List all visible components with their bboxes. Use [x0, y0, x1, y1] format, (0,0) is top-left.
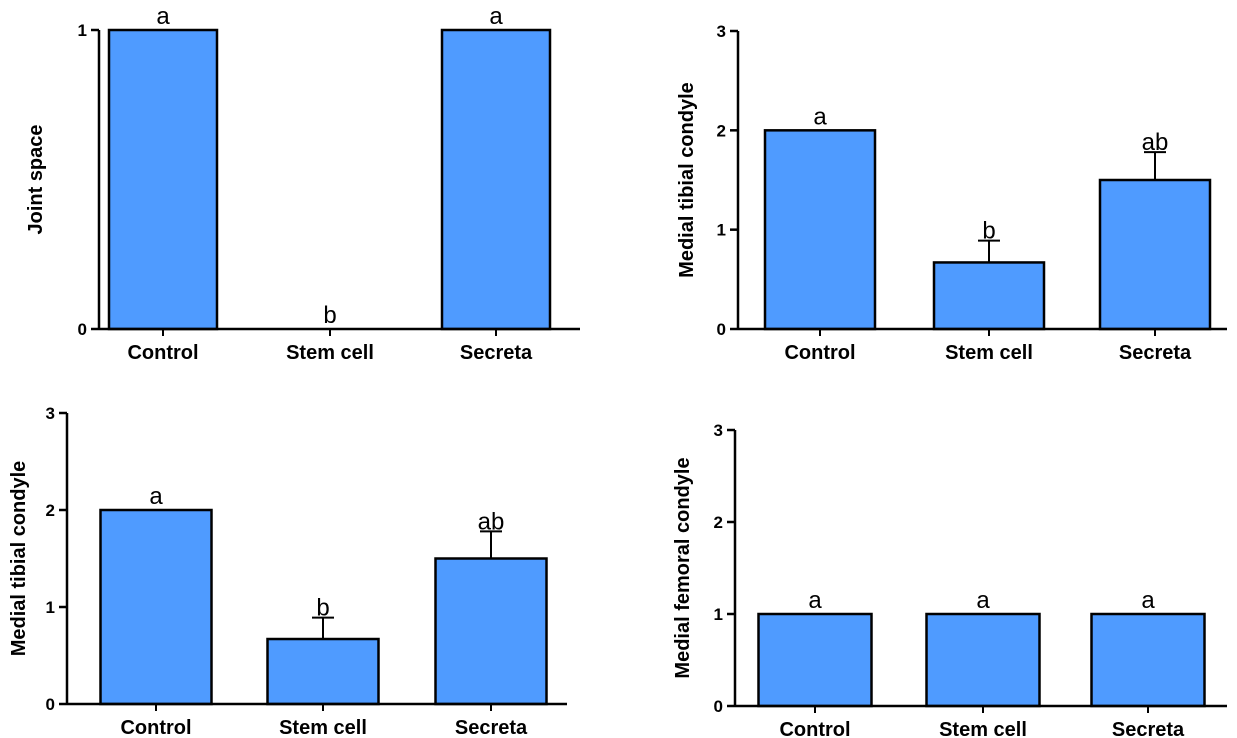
significance-label: a	[1141, 587, 1155, 614]
significance-label: b	[982, 218, 995, 245]
x-tick-label: Stem cell	[939, 719, 1027, 738]
y-tick-label: 0	[46, 695, 55, 714]
x-tick-label: Secreta	[1119, 342, 1192, 364]
significance-label: b	[323, 302, 336, 329]
y-tick-label: 2	[714, 513, 723, 532]
y-tick-label: 1	[78, 21, 87, 40]
significance-label: a	[808, 587, 822, 614]
y-tick-label: 3	[46, 404, 55, 423]
significance-label: ab	[478, 508, 505, 535]
bar-stem-cell	[925, 612, 1041, 708]
y-tick-label: 3	[717, 22, 726, 41]
significance-label: ab	[1142, 129, 1169, 156]
x-tick-label: Control	[127, 342, 198, 364]
chart-panel-2: a Control b Stem cell ab Secreta 0 1 2 3 Medial ti…	[676, 22, 1227, 364]
bar-control	[99, 508, 213, 706]
bar-stem-cell	[266, 637, 380, 706]
bar-secreta	[1090, 612, 1206, 708]
y-tick-label: 2	[717, 121, 726, 140]
bar-secreta	[440, 28, 552, 331]
chart-panel-4: a Control a Stem cell a Secreta 0 1 2 3 Medial fem…	[672, 421, 1227, 738]
x-tick-label: Secreta	[460, 342, 533, 364]
bar-control	[757, 612, 873, 708]
y-tick-label: 0	[78, 320, 87, 339]
significance-label: a	[489, 3, 503, 30]
y-tick-label: 1	[46, 598, 55, 617]
y-tick-label: 3	[714, 421, 723, 440]
y-axis-title: Joint space	[25, 124, 47, 234]
y-tick-label: 1	[717, 221, 726, 240]
significance-label: a	[976, 587, 990, 614]
x-tick-label: Control	[120, 717, 191, 738]
bar-secreta	[1098, 178, 1212, 331]
chart-panel-1: a Control b Stem cell a Secreta 0 1 Joint space	[25, 3, 580, 364]
y-axis-title: Medial tibial condyle	[676, 82, 698, 278]
y-tick-label: 0	[714, 697, 723, 716]
significance-label: b	[316, 595, 329, 622]
x-tick-label: Control	[784, 342, 855, 364]
y-tick-label: 0	[717, 320, 726, 339]
x-tick-label: Stem cell	[279, 717, 367, 738]
x-tick-label: Control	[779, 719, 850, 738]
bar-control	[107, 28, 219, 331]
y-axis-title: Medial tibial condyle	[8, 461, 30, 657]
y-tick-label: 1	[714, 605, 723, 624]
y-axis-title: Medial femoral condyle	[672, 457, 694, 678]
bar-control	[763, 129, 877, 331]
significance-label: a	[149, 483, 163, 510]
x-tick-label: Secreta	[1112, 719, 1185, 738]
bar-secreta	[434, 557, 548, 706]
chart-panel-3: a Control b Stem cell ab Secreta 0 1 2 3 Medial ti…	[8, 404, 567, 738]
x-tick-label: Secreta	[455, 717, 528, 738]
y-tick-label: 2	[46, 501, 55, 520]
significance-label: a	[156, 3, 170, 30]
bar-stem-cell	[932, 261, 1046, 331]
x-tick-label: Stem cell	[945, 342, 1033, 364]
x-tick-label: Stem cell	[286, 342, 374, 364]
significance-label: a	[813, 103, 827, 130]
